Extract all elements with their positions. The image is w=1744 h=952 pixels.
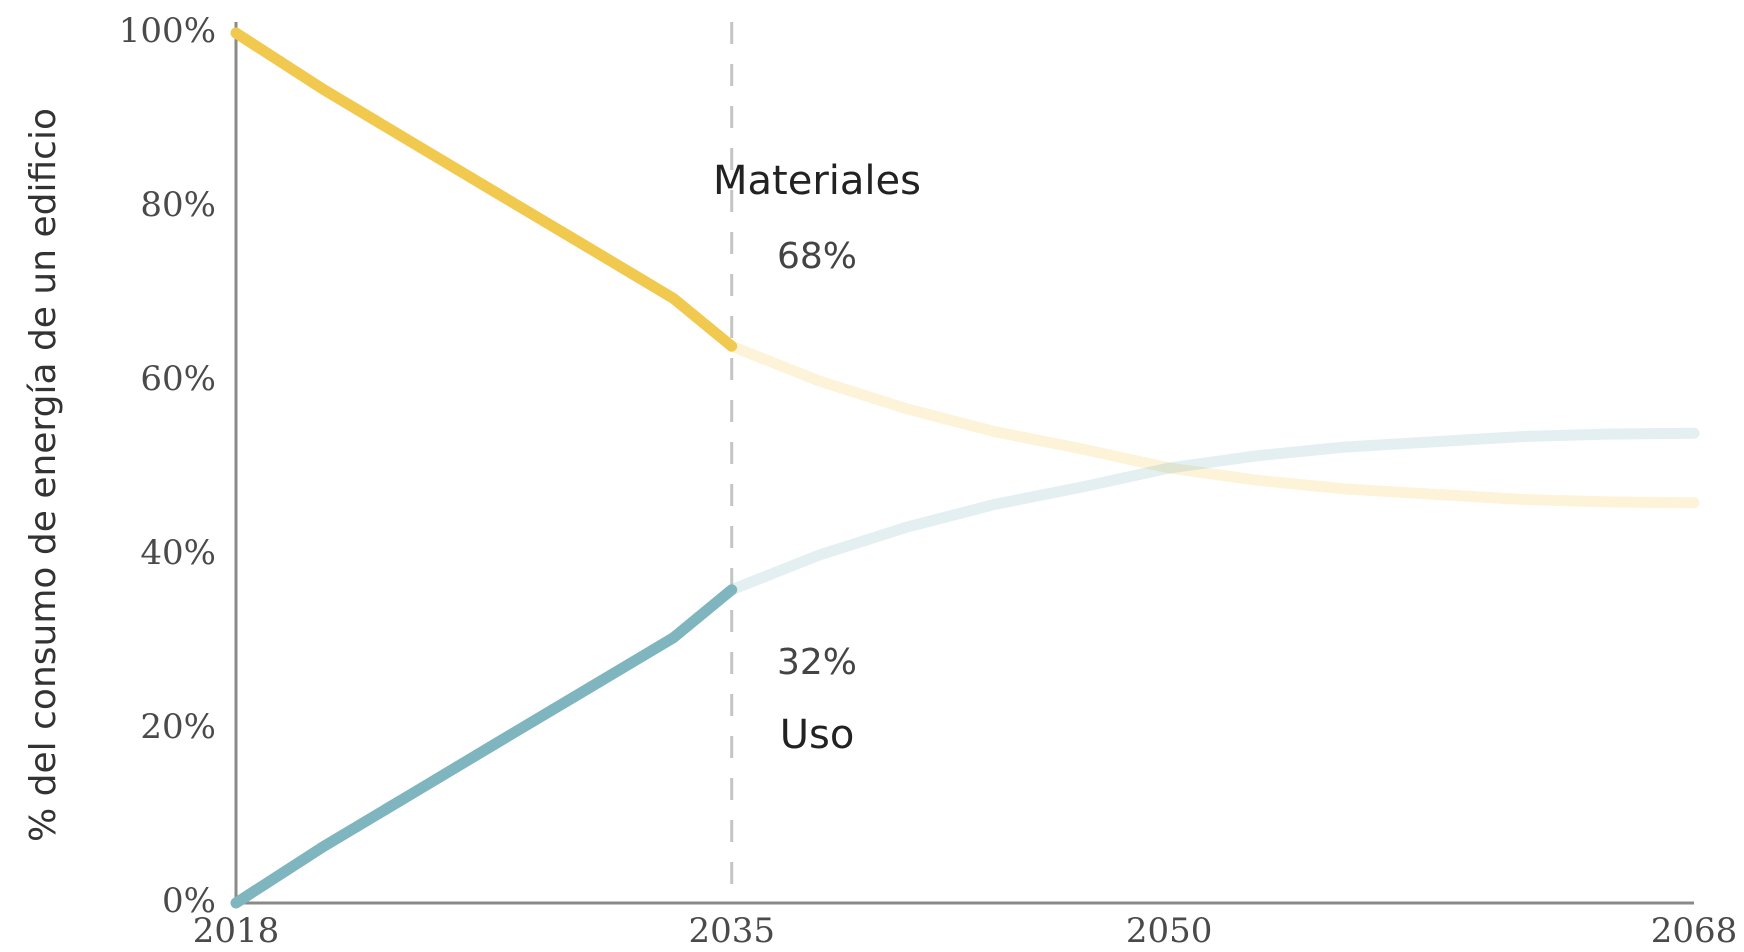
series-layer — [230, 27, 1700, 909]
materiales-label: Materiales — [713, 158, 921, 204]
y-tick-label: 0% — [162, 881, 216, 921]
x-tick-label: 2018 — [193, 911, 280, 951]
series-line-materiales — [230, 27, 738, 352]
series-line-materiales-projection — [726, 340, 1700, 509]
series-line-uso — [230, 584, 738, 909]
x-tick-label: 2050 — [1126, 911, 1213, 951]
y-tick-label: 80% — [140, 185, 216, 225]
y-axis-label: % del consumo de energía de un edificio — [23, 108, 64, 842]
uso-value: 32% — [777, 642, 857, 683]
x-tick-labels: 2018 2035 2050 2068 — [193, 911, 1738, 951]
y-tick-label: 100% — [119, 11, 216, 51]
y-tick-label: 40% — [140, 533, 216, 573]
series-line-uso-projection — [726, 427, 1700, 596]
uso-label: Uso — [780, 712, 855, 758]
y-tick-label: 20% — [140, 707, 216, 747]
y-tick-labels: 0% 20% 40% 60% 80% 100% — [119, 11, 216, 921]
x-tick-label: 2035 — [688, 911, 775, 951]
materiales-value: 68% — [777, 236, 857, 277]
x-tick-label: 2068 — [1651, 911, 1738, 951]
y-tick-label: 60% — [140, 359, 216, 399]
